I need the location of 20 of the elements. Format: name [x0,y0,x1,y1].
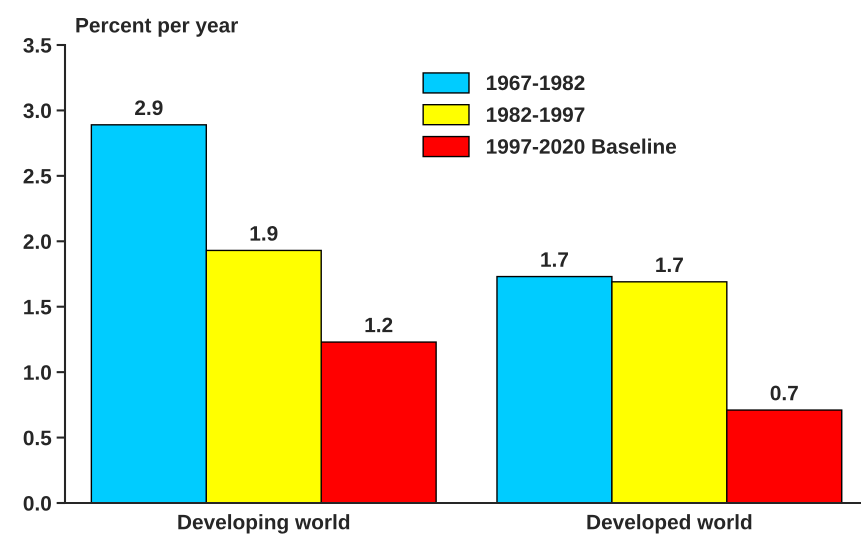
legend-label: 1967-1982 [486,75,584,90]
data-label: 1.7 [656,258,683,272]
data-label: 0.7 [770,386,798,400]
data-label: 2.9 [135,100,163,116]
y-tick-label: 1.0 [24,365,51,380]
x-tick-label: Developed world [587,514,752,534]
y-tick-label: 1.5 [24,300,52,314]
y-tick-label: 3.5 [23,38,52,53]
legend-label: 1982-1997 [486,107,584,122]
y-tick-label: 3.0 [23,103,51,118]
data-label: 1.7 [541,252,568,267]
y-tick-label: 2.0 [24,234,51,250]
y-tick-label: 0.0 [24,496,51,511]
y-tick-label: 2.5 [24,168,52,184]
data-label: 1.9 [250,226,278,241]
legend-label: 1997-2020 Baseline [486,138,676,154]
x-tick-label: Developing world [178,514,350,534]
y-axis-title: Percent per year [76,18,238,37]
y-tick-label: 0.5 [24,430,52,446]
data-label: 1.2 [366,318,392,332]
